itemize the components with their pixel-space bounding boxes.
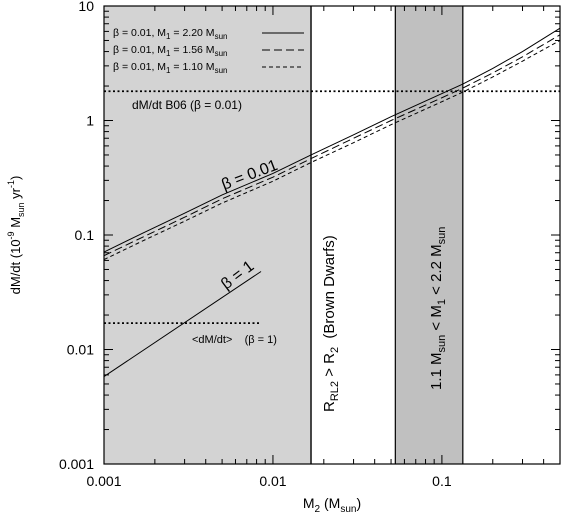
brown-dwarf-region-label: RRL2 > R2 (Brown Dwarfs) <box>321 235 341 412</box>
legend-label-0: β = 0.01, M1 = 2.20 Msun <box>113 27 227 41</box>
legend: β = 0.01, M1 = 2.20 Msun β = 0.01, M1 = … <box>113 27 304 75</box>
y-tick-label: 0.1 <box>75 227 95 243</box>
brown-dwarf-region <box>104 6 312 464</box>
x-tick-labels: 0.001 0.01 0.1 <box>86 473 451 489</box>
series-line-m1-2.20 <box>103 27 561 253</box>
y-tick-labels: 0.001 0.01 0.1 1 10 <box>59 0 94 472</box>
mass-range-region <box>395 6 463 464</box>
series-line-m1-1.56 <box>103 34 561 257</box>
legend-label-2: β = 0.01, M1 = 1.10 Msun <box>113 61 227 75</box>
legend-label-1: β = 0.01, M1 = 1.56 Msun <box>113 44 227 58</box>
mass-range-region-label: 1.1 Msun < M1 < 2.2 Msun <box>428 227 448 390</box>
series-line-m1-1.10 <box>103 40 561 261</box>
series-line-beta-1 <box>103 271 262 378</box>
x-tick-label: 0.001 <box>86 473 121 489</box>
x-tick-label: 0.01 <box>259 473 286 489</box>
y-tick-label: 0.01 <box>67 342 94 358</box>
y-tick-label: 10 <box>78 0 94 14</box>
y-tick-label: 0.001 <box>59 456 94 472</box>
b06-reference-label: dM/dt B06 (β = 0.01) <box>132 98 242 112</box>
y-axis-title: dM/dt (10-9 Msun yr-1) <box>6 176 26 295</box>
x-tick-label: 0.1 <box>432 473 452 489</box>
y-tick-label: 1 <box>86 113 94 129</box>
plot-frame <box>103 5 561 465</box>
x-axis-title: M2 (Msun) <box>303 495 361 515</box>
axis-ticks <box>103 5 561 465</box>
beta1-mean-reference-label: <dM/dt> (β = 1) <box>192 334 277 346</box>
